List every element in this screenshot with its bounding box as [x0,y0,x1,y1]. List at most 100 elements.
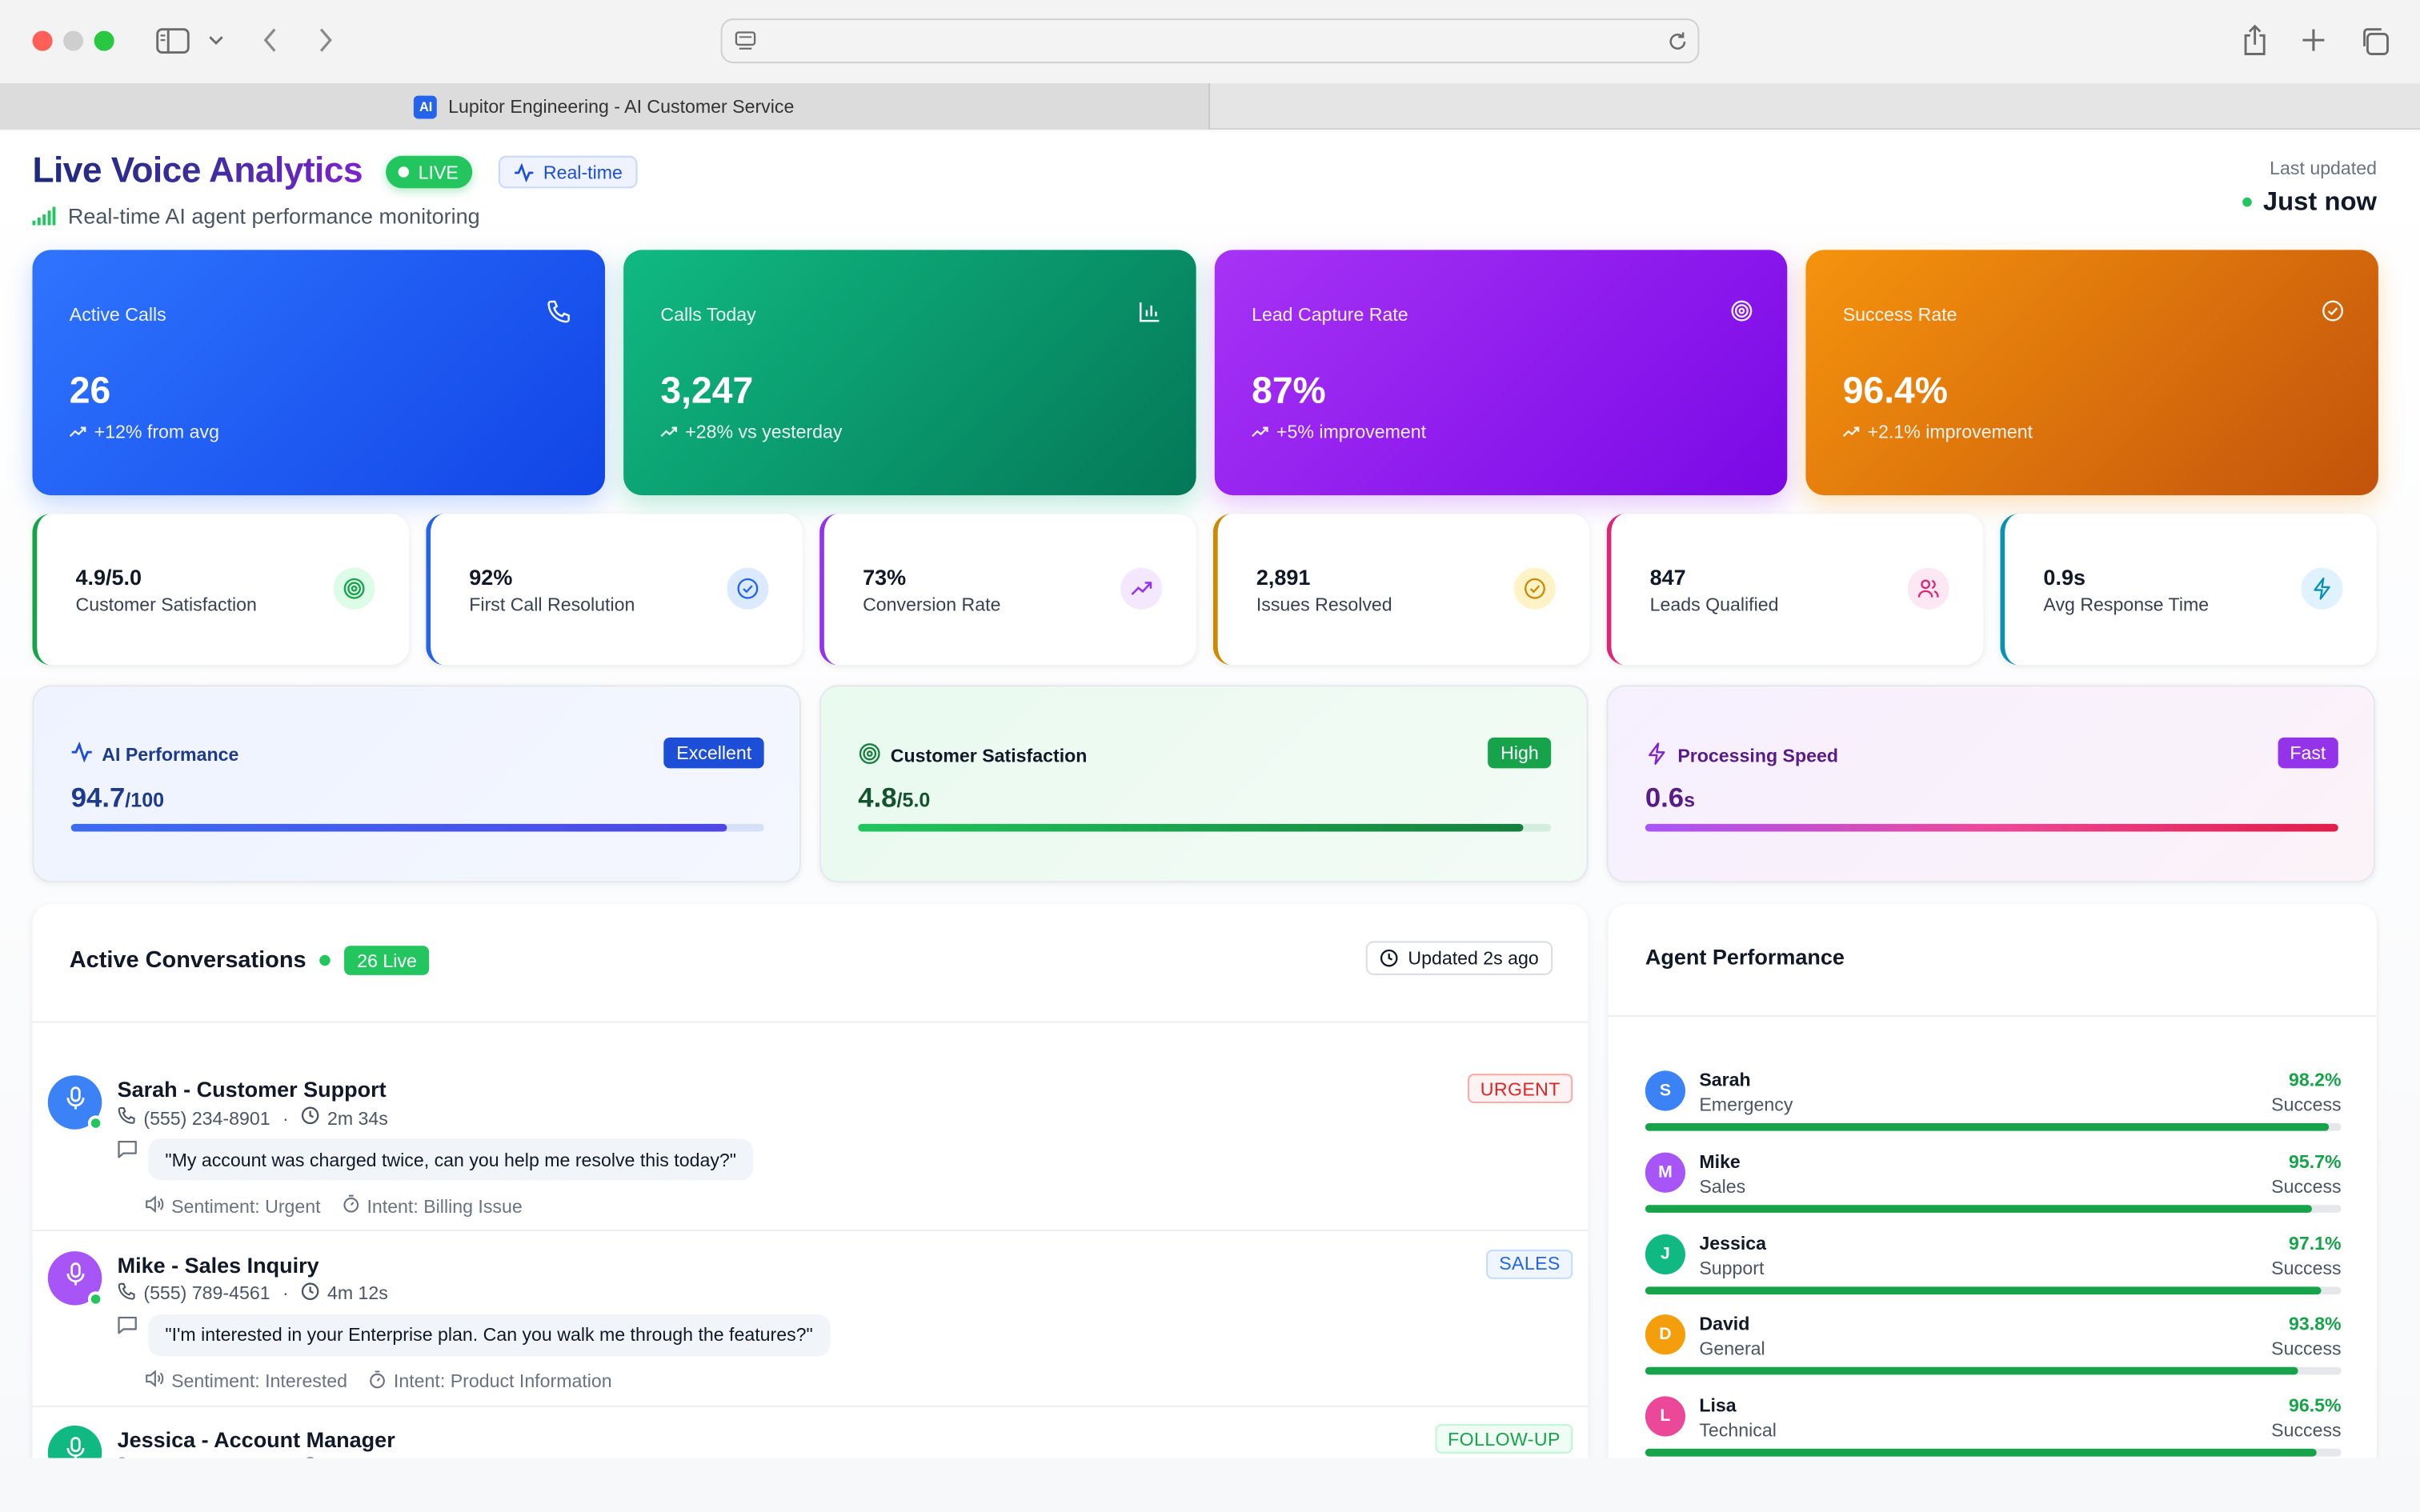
separator-dot: · [282,1106,289,1129]
perf-progress-bar [858,823,1552,832]
intent-label: Intent: Billing Issue [367,1194,523,1217]
agent-role: Emergency [1699,1094,1793,1116]
stat-delta-text: +12% from avg [94,421,219,443]
agent-success-label: Success [2271,1257,2342,1279]
agent-progress-bar [1645,1449,2342,1457]
agent-name: Lisa [1699,1394,1737,1417]
chevron-right-icon [319,28,332,52]
metric-label: Avg Response Time [2043,594,2210,616]
agent-success-label: Success [2271,1094,2342,1116]
avatar: J [1645,1234,1685,1274]
call-duration: 4m 12s [327,1282,388,1304]
metric-card-first-call-resolution: 92% First Call Resolution [426,514,803,666]
conversations-header: Active Conversations 26 Live [70,946,430,975]
metric-label: Issues Resolved [1256,594,1392,616]
sidebar-icon [156,27,190,54]
divider [32,1021,1589,1023]
tab-strip: AI Lupitor Engineering - AI Customer Ser… [0,83,2420,130]
perf-badge: Excellent [663,737,764,769]
metric-card-avg-response-time: 0.9s Avg Response Time [2000,514,2377,666]
last-updated-value: Just now [2242,186,2377,218]
new-tab-button[interactable] [2298,22,2330,58]
sidebar-toggle-button[interactable] [154,22,191,58]
check-circle-icon [727,567,769,610]
agent-row-lisa[interactable]: L Lisa Technical 96.5% Success [1645,1395,2342,1458]
perf-value-unit: /100 [125,788,165,812]
metric-value: 847 [1649,564,1686,590]
conversation-item[interactable]: Jessica - Account Manager (555) 321-7890… [32,1407,1588,1458]
perf-value: 94.7/100 [71,782,164,815]
agent-progress-bar [1645,1367,2342,1376]
perf-value-unit: /5.0 [896,788,931,812]
microphone-icon [64,1436,86,1458]
close-window-button[interactable] [32,30,53,51]
metric-label: Conversion Rate [863,594,1001,616]
signal-icon [32,206,56,226]
agent-success-label: Success [2271,1338,2342,1360]
stat-value: 96.4% [1842,370,1948,412]
perf-progress-fill [70,823,727,832]
agent-row-sarah[interactable]: S Sarah Emergency 98.2% Success [1645,1069,2342,1150]
timer-icon [343,1194,359,1218]
perf-progress-fill [858,823,1524,832]
zoom-window-button[interactable] [94,30,114,51]
agent-role: Support [1699,1257,1765,1279]
agent-progress-fill [1645,1286,2322,1294]
chevron-left-icon [263,28,276,52]
caller-name: Mike - Sales Inquiry [117,1252,319,1277]
address-bar[interactable] [720,18,1700,64]
updated-indicator[interactable]: Updated 2s ago [1366,941,1553,975]
live-dot-icon [398,166,410,178]
page-title: Live Voice Analytics [32,150,363,190]
bar-chart-icon [1137,299,1162,332]
perf-progress-fill [1645,823,2338,832]
minimize-window-button[interactable] [63,30,84,51]
tab-overview-button[interactable] [2358,22,2390,58]
transcript-bubble: "I'm interested in your Enterprise plan.… [148,1314,830,1356]
agent-row-david[interactable]: D David General 93.8% Success [1645,1314,2342,1395]
speaker-icon [145,1370,164,1392]
forward-button[interactable] [313,22,338,58]
call-meta: (555) 321-7890 · 1m 08s [118,1457,388,1458]
stat-card-success-rate: Success Rate 96.4% +2.1% improvement [1805,250,2378,496]
bolt-icon [2301,567,2343,610]
agent-success-rate: 96.5% [2289,1394,2342,1417]
agent-name: Jessica [1699,1232,1767,1254]
trending-up-icon [660,421,678,442]
metric-label: First Call Resolution [469,594,635,616]
agent-success-rate: 93.8% [2289,1313,2342,1335]
share-button[interactable] [2239,22,2270,58]
agent-row-mike[interactable]: M Mike Sales 95.7% Success [1645,1150,2342,1232]
agent-progress-fill [1645,1449,2318,1457]
agent-name: Sarah [1699,1069,1751,1091]
reload-icon[interactable] [1667,31,1689,53]
perf-value: 0.6s [1645,782,1695,815]
tab-overview-dropdown[interactable] [206,22,225,58]
page-subtitle: Real-time AI agent performance monitorin… [32,204,480,228]
online-status-dot [87,1115,104,1131]
agent-role: Sales [1699,1175,1746,1198]
active-conversations-panel: Active Conversations 26 Live Updated 2s … [32,904,1589,1458]
tab-active[interactable]: AI Lupitor Engineering - AI Customer Ser… [0,83,1210,130]
agent-row-jessica[interactable]: J Jessica Support 97.1% Success [1645,1232,2342,1314]
metric-value: 2,891 [1256,564,1311,590]
perf-value-number: 0.6 [1645,782,1685,814]
message-icon [118,1138,138,1166]
trending-up-icon [1252,421,1268,442]
conversation-tag: SALES [1486,1249,1573,1278]
caller-phone: (555) 234-8901 [143,1106,270,1129]
perf-value-number: 4.8 [858,782,897,814]
realtime-label: Real-time [543,161,623,183]
live-count-badge: 26 Live [344,946,430,975]
conversation-item[interactable]: Sarah - Customer Support (555) 234-8901 … [32,1057,1589,1231]
agent-success-label: Success [2271,1175,2342,1198]
back-button[interactable] [258,22,282,58]
stat-delta-text: +5% improvement [1276,421,1427,443]
perf-card-customer-satisfaction: Customer Satisfaction High 4.8/5.0 [819,685,1589,883]
sentiment-label: Sentiment: Interested [171,1370,348,1392]
live-badge: LIVE [386,155,473,189]
avatar: D [1645,1314,1685,1356]
agent-performance-panel: Agent Performance S Sarah Emergency 98.2… [1608,904,2377,1458]
target-icon [333,567,375,610]
conversation-item[interactable]: Mike - Sales Inquiry (555) 789-4561 · 4m… [32,1232,1589,1406]
